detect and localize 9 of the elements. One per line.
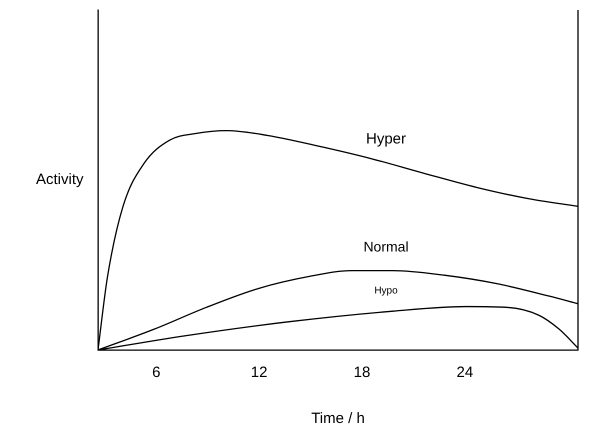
x-tick-label: 24	[456, 364, 474, 382]
x-tick-label: 18	[354, 364, 370, 382]
series-label: Normal	[363, 238, 409, 254]
x-tick-label: 6	[152, 364, 160, 382]
x-axis-title: Time / h	[311, 410, 365, 428]
series-label: Hypo	[374, 286, 398, 297]
x-tick-label: 12	[250, 364, 268, 382]
series-label: Hyper	[366, 130, 406, 148]
y-axis-title: Activity	[36, 171, 84, 188]
